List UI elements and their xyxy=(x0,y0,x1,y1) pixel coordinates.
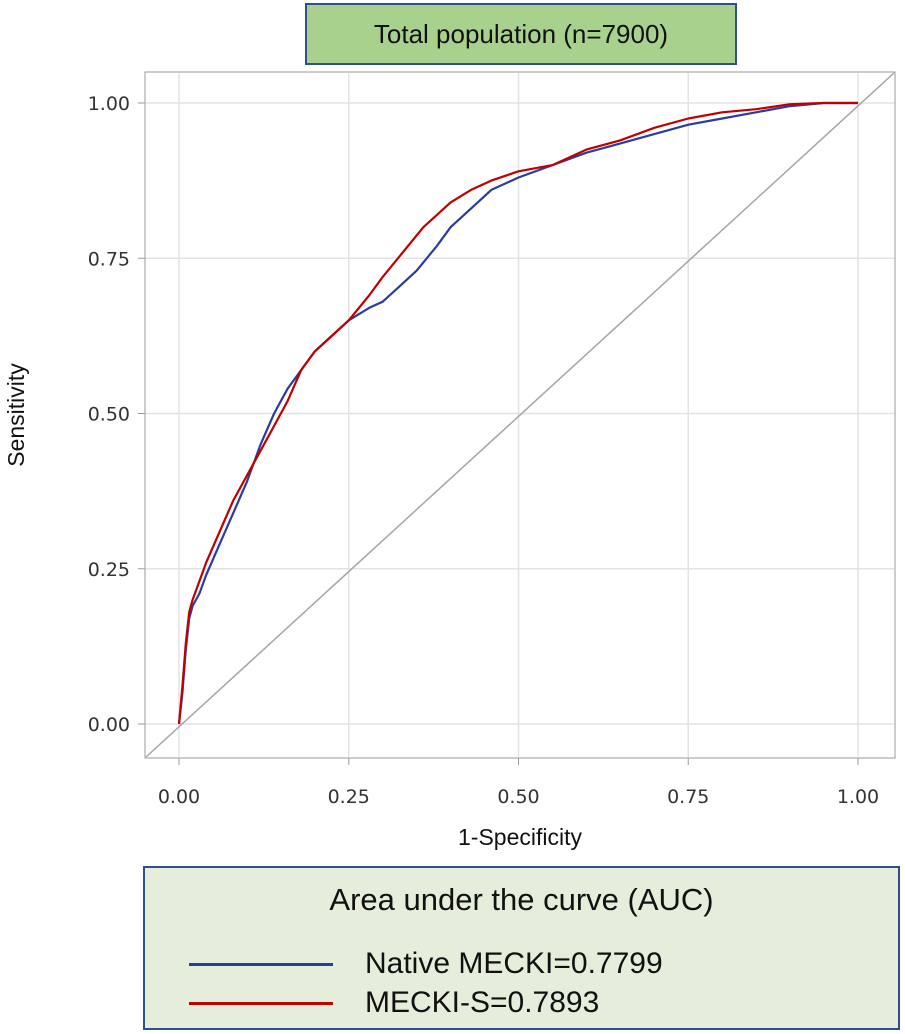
y-axis-title: Sensitivity xyxy=(3,363,29,467)
x-tick-label: 0.75 xyxy=(667,786,709,808)
legend-label-mecki-s: MECKI-S=0.7893 xyxy=(365,986,600,1019)
series-lines xyxy=(177,101,858,725)
y-tick-label: 0.00 xyxy=(88,714,130,736)
reference-line xyxy=(145,72,895,758)
legend-line-mecki-s xyxy=(189,1001,333,1005)
x-tick-label: 1.00 xyxy=(837,786,879,808)
chart-title: Total population (n=7900) xyxy=(305,3,737,65)
diagonal-reference-line xyxy=(145,72,895,758)
legend-line-native-mecki xyxy=(189,962,333,966)
y-tick-label: 0.75 xyxy=(88,248,130,270)
y-tick-label: 0.25 xyxy=(88,559,130,581)
x-tick-label: 0.50 xyxy=(497,786,539,808)
grid-lines xyxy=(146,73,894,757)
roc-chart: 0.00 0.00 0.25 0.25 0.50 0.50 0.75 0.75 1.00 1.00… xyxy=(3,71,896,850)
legend-item-mecki-s: MECKI-S=0.7893 xyxy=(189,983,599,1023)
y-tick-label: 0.50 xyxy=(88,404,130,426)
legend: Area under the curve (AUC) Native MECKI=… xyxy=(143,866,900,1030)
legend-title: Area under the curve (AUC) xyxy=(329,882,714,917)
y-tick-label: 1.00 xyxy=(88,93,130,115)
series-line-0 xyxy=(177,101,858,725)
x-tick-label: 0.25 xyxy=(328,786,370,808)
legend-label-native-mecki: Native MECKI=0.7799 xyxy=(365,947,663,980)
series-line-1 xyxy=(177,101,858,725)
x-axis-title: 1-Specificity xyxy=(458,824,582,850)
axis-ticks: 0.00 0.00 0.25 0.25 0.50 0.50 0.75 0.75 1.00 1.00 xyxy=(88,93,879,808)
legend-item-native-mecki: Native MECKI=0.7799 xyxy=(189,944,663,984)
x-tick-label: 0.00 xyxy=(158,786,200,808)
